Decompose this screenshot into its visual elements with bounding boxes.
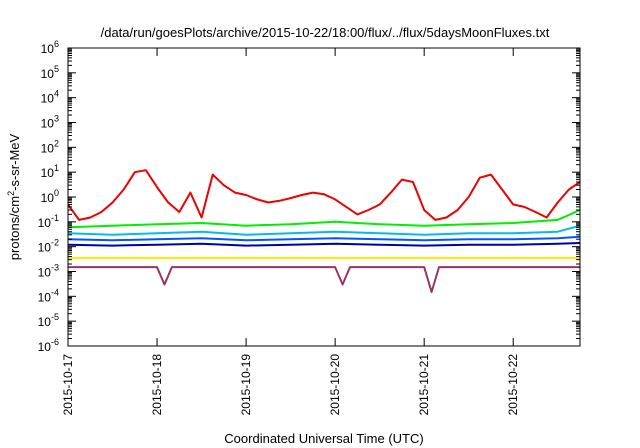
y-tick-exponent: -6 <box>51 337 59 347</box>
y-tick-label: 103 <box>41 114 59 131</box>
y-tick-exponent: 1 <box>54 163 59 173</box>
x-tick-label: 2015-10-21 <box>417 354 431 416</box>
chart-title: /data/run/goesPlots/archive/2015-10-22/1… <box>101 25 550 40</box>
y-tick-base: 10 <box>41 141 55 155</box>
x-tick-label: 2015-10-18 <box>150 354 164 416</box>
y-tick-exponent: -5 <box>51 312 59 322</box>
y-tick-base: 10 <box>38 290 52 304</box>
y-tick-label: 101 <box>41 163 59 180</box>
y-tick-base: 10 <box>41 191 55 205</box>
y-tick-base: 10 <box>38 216 52 230</box>
y-tick-exponent: 6 <box>54 39 59 49</box>
y-axis-label-rest: -s-sr-MeV <box>7 133 22 190</box>
y-tick-label: 102 <box>41 138 59 155</box>
y-tick-label: 100 <box>41 188 59 205</box>
y-tick-label: 10-6 <box>38 337 59 354</box>
series-layer <box>67 169 581 293</box>
y-axis-label-base: protons/cm <box>7 196 22 260</box>
y-tick-base: 10 <box>38 241 52 255</box>
y-tick-exponent: -2 <box>51 238 59 248</box>
y-tick-exponent: 4 <box>54 89 59 99</box>
y-tick-label: 10-5 <box>38 312 59 329</box>
y-tick-exponent: 2 <box>54 138 59 148</box>
y-tick-label: 105 <box>41 64 59 81</box>
series-line <box>67 169 581 221</box>
y-tick-base: 10 <box>41 67 55 81</box>
axes-layer: 10-610-510-410-310-210-11001011021031041… <box>38 39 580 415</box>
y-tick-label: 104 <box>41 89 59 106</box>
y-tick-exponent: -4 <box>51 287 59 297</box>
y-tick-label: 10-2 <box>38 238 59 255</box>
x-axis-label: Coordinated Universal Time (UTC) <box>224 431 423 446</box>
y-tick-exponent: 0 <box>54 188 59 198</box>
y-tick-exponent: -1 <box>51 213 59 223</box>
x-tick-label: 2015-10-20 <box>328 354 342 416</box>
x-tick-label: 2015-10-17 <box>61 354 75 416</box>
series-line <box>67 209 581 229</box>
y-tick-label: 10-4 <box>38 287 59 304</box>
plot-frame <box>67 47 581 347</box>
y-tick-label: 10-3 <box>38 263 59 280</box>
series-line <box>68 266 580 293</box>
y-tick-base: 10 <box>41 42 55 56</box>
y-tick-base: 10 <box>41 92 55 106</box>
y-tick-base: 10 <box>41 166 55 180</box>
y-tick-exponent: 5 <box>54 64 59 74</box>
y-tick-exponent: -3 <box>51 263 59 273</box>
y-tick-base: 10 <box>38 340 52 354</box>
series-line <box>67 235 581 242</box>
y-tick-label: 10-1 <box>38 213 59 230</box>
y-tick-label: 106 <box>41 39 59 56</box>
x-tick-label: 2015-10-19 <box>239 354 253 416</box>
series-line <box>67 224 581 236</box>
y-axis-label-sup: 2 <box>6 191 16 196</box>
y-tick-base: 10 <box>41 117 55 131</box>
y-tick-base: 10 <box>38 315 52 329</box>
y-tick-base: 10 <box>38 266 52 280</box>
series-line <box>67 242 581 247</box>
y-axis-label: protons/cm2-s-sr-MeV <box>6 133 22 260</box>
y-tick-exponent: 3 <box>54 114 59 124</box>
x-tick-label: 2015-10-22 <box>506 354 520 416</box>
